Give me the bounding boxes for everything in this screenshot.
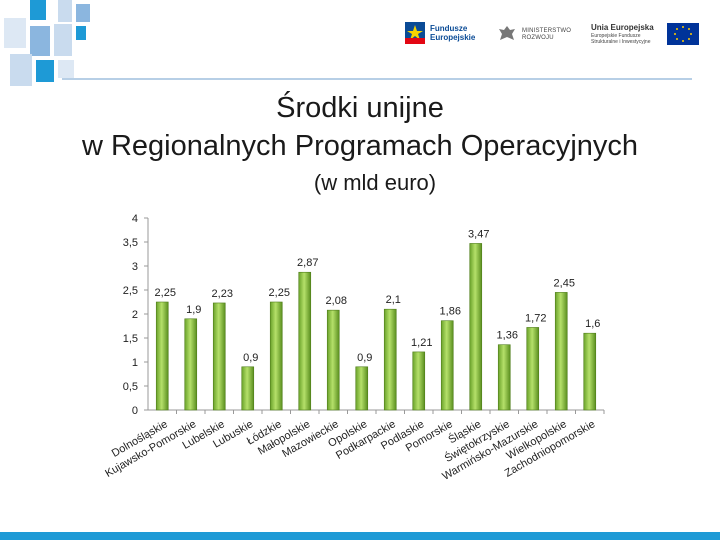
data-label: 2,08 [326, 295, 347, 307]
bar [497, 344, 511, 411]
unia-europejska-logo: Unia Europejska Europejskie Fundusze Str… [591, 23, 699, 45]
eu-flag-icon [667, 23, 699, 45]
ministerstwo-logo-text: MINISTERSTWO ROZWOJU [522, 28, 572, 41]
bar [554, 292, 568, 411]
y-tick-label: 4 [132, 213, 138, 225]
bar [355, 366, 369, 411]
data-label: 2,45 [554, 277, 575, 289]
data-label: 2,1 [386, 294, 401, 306]
header-logos: Fundusze Europejskie MINISTERSTWO ROZWOJ… [405, 18, 705, 58]
slide-title-line1: Środki unijne [276, 92, 444, 124]
bar [212, 302, 226, 411]
fundusze-star-icon [405, 22, 425, 44]
bar [184, 318, 198, 411]
bar [583, 332, 597, 411]
bar [241, 366, 255, 411]
eagle-icon [499, 26, 515, 40]
data-label: 0,9 [243, 352, 258, 364]
y-tick-label: 3 [132, 261, 138, 273]
ministerstwo-logo: MINISTERSTWO ROZWOJU [497, 24, 582, 46]
data-label: 1,72 [525, 312, 546, 324]
data-label: 2,23 [212, 288, 233, 300]
header-divider [62, 78, 692, 80]
bar [298, 271, 312, 411]
bar [269, 301, 283, 411]
data-label: 0,9 [357, 352, 372, 364]
y-tick-label: 0 [132, 405, 138, 417]
data-label: 1,86 [440, 306, 461, 318]
data-label: 2,25 [269, 287, 290, 299]
bar [412, 351, 426, 411]
bar [526, 327, 540, 411]
bar [440, 320, 454, 411]
data-label: 2,87 [297, 257, 318, 269]
data-label: 1,21 [411, 337, 432, 349]
data-label: 1,6 [585, 318, 600, 330]
y-tick-label: 2,5 [123, 285, 138, 297]
y-tick-label: 1,5 [123, 333, 138, 345]
slide-subtitle: (w mld euro) [313, 170, 437, 195]
bar [469, 243, 483, 411]
ue-logo-subtitle: Europejskie Fundusze Strukturalne i Inwe… [591, 33, 651, 45]
data-label: 2,25 [155, 287, 176, 299]
fundusze-europejskie-logo: Fundusze Europejskie [405, 22, 488, 44]
y-tick-label: 1 [132, 357, 138, 369]
y-tick-label: 3,5 [123, 237, 138, 249]
fundusze-logo-text: Fundusze Europejskie [430, 24, 476, 42]
y-tick-label: 2 [132, 309, 138, 321]
ue-logo-title: Unia Europejska [591, 23, 654, 32]
slide-title-line2: w Regionalnych Programach Operacyjnych [81, 130, 639, 162]
bar [326, 309, 340, 411]
data-label: 1,36 [497, 330, 518, 342]
header-decoration [4, 0, 90, 86]
data-label: 3,47 [468, 228, 489, 240]
bar [383, 308, 397, 411]
y-tick-label: 0,5 [123, 381, 138, 393]
bar [155, 301, 169, 411]
footer-bar [0, 532, 720, 540]
data-label: 1,9 [186, 304, 201, 316]
